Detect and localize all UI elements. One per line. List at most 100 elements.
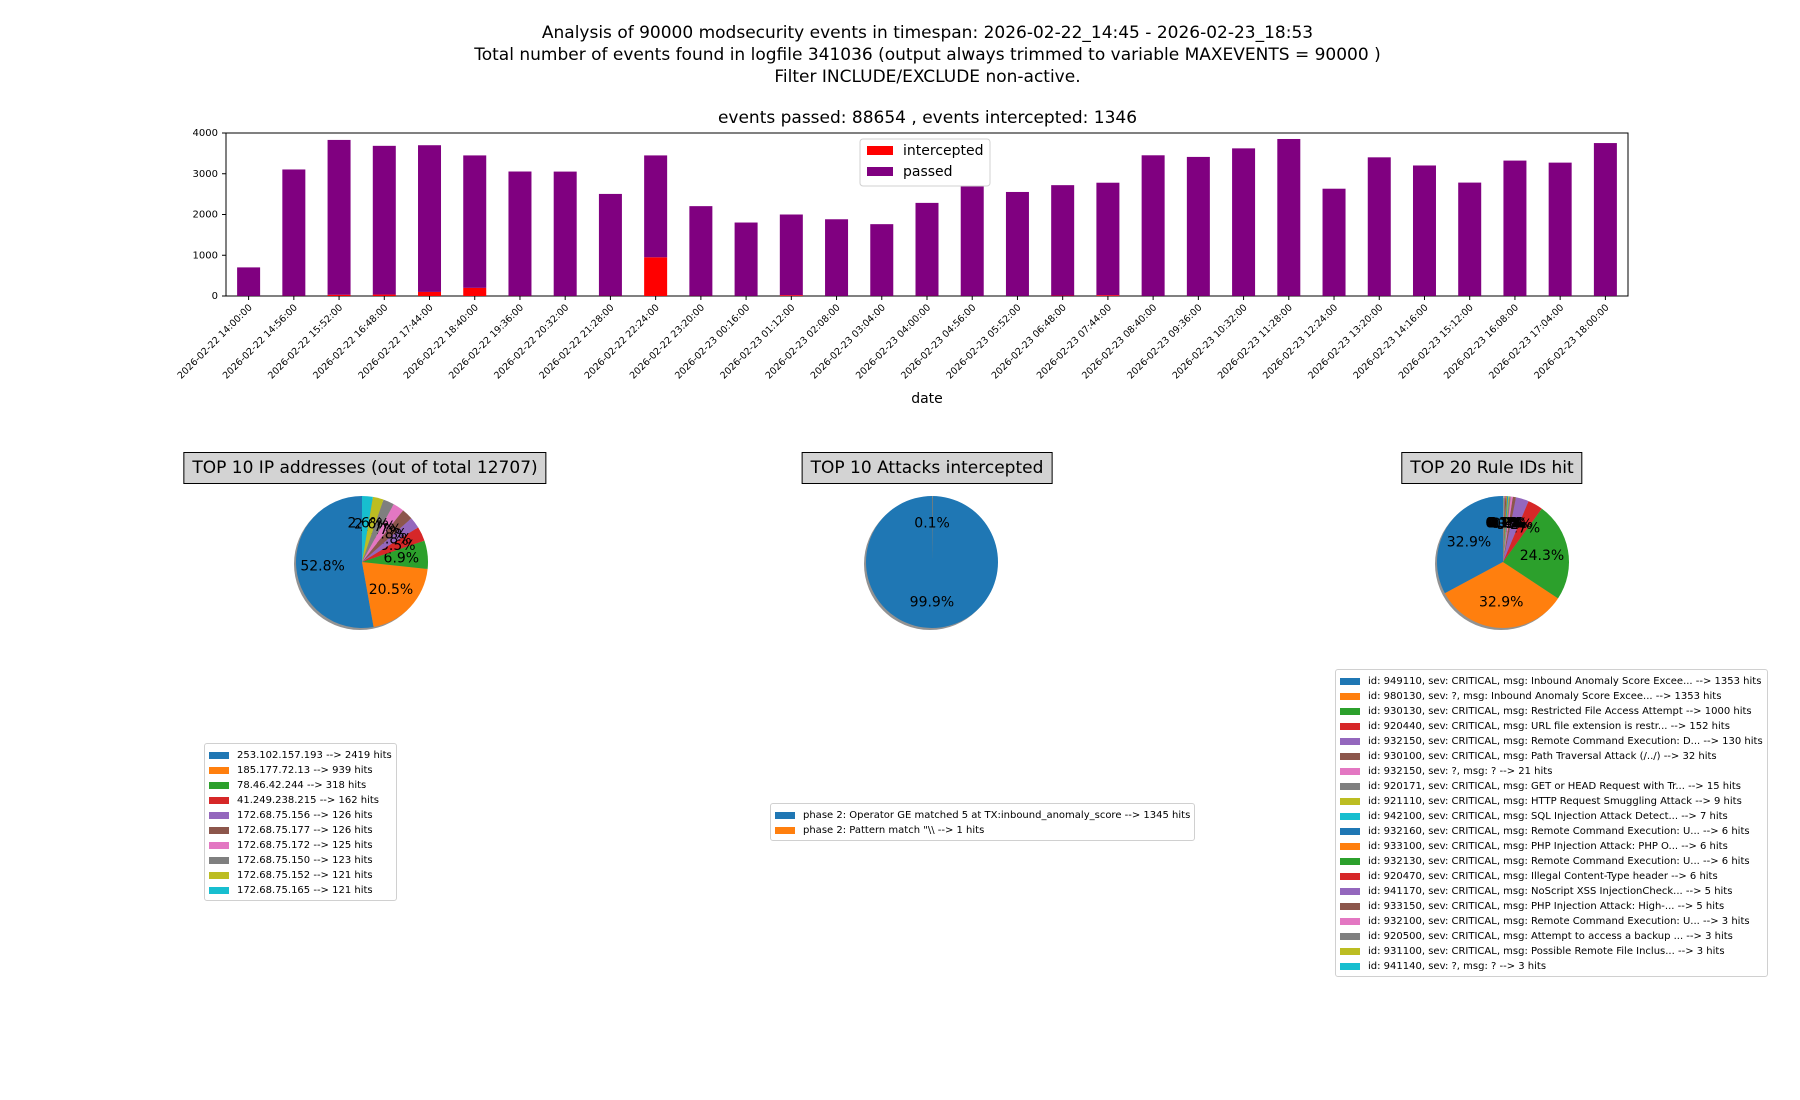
bar-passed [915,202,939,296]
bar-passed [1005,191,1029,296]
legend-label: id: 921110, sev: CRITICAL, msg: HTTP Req… [1368,796,1742,807]
legend-label: id: 920440, sev: CRITICAL, msg: URL file… [1368,721,1730,732]
pie-3: 32.9% 32.9% 24.3% 3.7%3.2%0.8%0.5%0.4%0.2%0… [1435,496,1569,630]
legend-item: id: 933100, sev: CRITICAL, msg: PHP Inje… [1340,839,1763,854]
bar-intercepted [1096,295,1120,296]
pie-pct-label: 32.9% [1447,535,1491,551]
legend-label: 172.68.75.150 --> 123 hits [237,855,373,866]
pie-slice [1503,496,1509,562]
pie-pct-label: 0.5% [1490,516,1526,532]
legend-item: id: 920500, sev: CRITICAL, msg: Attempt … [1340,929,1763,944]
legend-swatch [1340,888,1360,895]
pie-pct-label: 2.8% [376,531,412,547]
legend-swatch [1340,963,1360,970]
pie-slice [1503,497,1529,562]
legend-swatch [1340,948,1360,955]
bar-passed [1367,157,1391,296]
pie-slice [1503,496,1517,562]
pie-pct-label: 2.6% [354,517,390,533]
rules-pie-title: TOP 20 Rule IDs hit [1401,452,1583,484]
pie-pct-label: 3.7% [1505,520,1541,536]
legend-label: id: 932130, sev: CRITICAL, msg: Remote C… [1368,856,1750,867]
bar-passed [870,224,894,296]
bar-intercepted [644,257,668,296]
pie-pct-label: 32.9% [1479,595,1523,611]
pie-slice [1437,496,1503,594]
legend-swatch [209,872,229,879]
x-tick-label: 2026-02-22 22:24:00 [583,302,662,381]
x-tick-label: 2026-02-23 13:20:00 [1306,302,1385,381]
x-tick-label: 2026-02-23 00:16:00 [673,302,752,381]
bar-passed [553,171,577,296]
bar-passed [1232,148,1256,296]
legend-item: id: 920440, sev: CRITICAL, msg: URL file… [1340,719,1763,734]
title-line-1: Analysis of 90000 modsecurity events in … [541,23,1314,43]
bar-passed [644,155,668,258]
pie-slice [362,499,394,562]
legend-label: id: 920470, sev: CRITICAL, msg: Illegal … [1368,871,1718,882]
pie-pct-label: 2.7% [360,519,396,535]
x-tick-label: 2026-02-23 14:16:00 [1351,302,1430,381]
title-line-2: Total number of events found in logfile … [474,45,1381,65]
x-tick-label: 2026-02-22 16:48:00 [311,302,390,381]
bar-passed [1096,182,1120,296]
bar-passed [689,206,713,296]
legend-item: 253.102.157.193 --> 2419 hits [209,748,392,763]
legend-swatch [1340,768,1360,775]
legend-swatch [1340,858,1360,865]
legend-item: id: 932150, sev: CRITICAL, msg: Remote C… [1340,734,1763,749]
pie-pct-label: 2.7% [366,522,402,538]
x-tick-label: 2026-02-23 11:28:00 [1216,302,1295,381]
legend-swatch [209,797,229,804]
legend-item: id: 980130, sev: ?, msg: Inbound Anomaly… [1340,689,1763,704]
pie-pct-label: 0.1% [1486,515,1522,531]
legend-item: 172.68.75.156 --> 126 hits [209,808,392,823]
x-tick-label: 2026-02-22 14:56:00 [221,302,300,381]
x-tick-label: 2026-02-23 01:12:00 [718,302,797,381]
pie-pct-label: 0.1% [1487,515,1523,531]
pie-slice [1503,496,1508,562]
bar-intercepted [372,294,396,296]
legend-item: id: 930130, sev: CRITICAL, msg: Restrict… [1340,704,1763,719]
x-tick-label: 2026-02-22 17:44:00 [357,302,436,381]
pie-slice [296,496,374,628]
pie-slice [1503,501,1542,562]
legend-label: 41.249.238.215 --> 162 hits [237,795,379,806]
legend-swatch [1340,738,1360,745]
x-tick-label: 2026-02-22 21:28:00 [537,302,616,381]
legend-label: id: 932160, sev: CRITICAL, msg: Remote C… [1368,826,1750,837]
title-line-3: Filter INCLUDE/EXCLUDE non-active. [774,67,1081,87]
legend-swatch [775,812,795,819]
y-tick-label: 2000 [193,210,218,221]
legend-item: phase 2: Pattern match "\\ --> 1 hits [775,823,1190,838]
bar-passed [1412,165,1436,296]
pie-pct-label: 0.1% [1487,515,1523,531]
pie-slice [865,496,998,629]
pie-slice [1444,562,1559,628]
legend-item: id: 932130, sev: CRITICAL, msg: Remote C… [1340,854,1763,869]
x-tick-label: 2026-02-23 10:32:00 [1171,302,1250,381]
bar-passed [598,193,622,296]
legend-label: id: 930130, sev: CRITICAL, msg: Restrict… [1368,706,1752,717]
legend-item: 172.68.75.172 --> 125 hits [209,838,392,853]
legend-swatch [1340,753,1360,760]
legend-item: id: 932160, sev: CRITICAL, msg: Remote C… [1340,824,1763,839]
legend-swatch [1340,783,1360,790]
pie-slice [1503,496,1506,562]
legend-label: id: 933100, sev: CRITICAL, msg: PHP Inje… [1368,841,1728,852]
legend-label: 172.68.75.152 --> 121 hits [237,870,373,881]
legend-item: id: 930100, sev: CRITICAL, msg: Path Tra… [1340,749,1763,764]
bar-passed [734,222,758,296]
pie-2: 99.9% 0.1% [864,496,998,630]
bar-passed [1548,162,1572,296]
pie-slice [1503,496,1511,562]
legend-swatch [1340,873,1360,880]
pie-1: 52.8% 20.5% 6.9%3.5%2.8%2.8%2.7%2.7%2.6%2.… [294,496,429,630]
legend-item: id: 941170, sev: CRITICAL, msg: NoScript… [1340,884,1763,899]
pie-slice [1503,496,1513,562]
bar-legend: intercepted passed [859,138,991,187]
legend-label: 253.102.157.193 --> 2419 hits [237,750,392,761]
attacks-pie-title: TOP 10 Attacks intercepted [801,452,1053,484]
bar-passed [1141,155,1165,296]
bar-passed [825,219,849,296]
